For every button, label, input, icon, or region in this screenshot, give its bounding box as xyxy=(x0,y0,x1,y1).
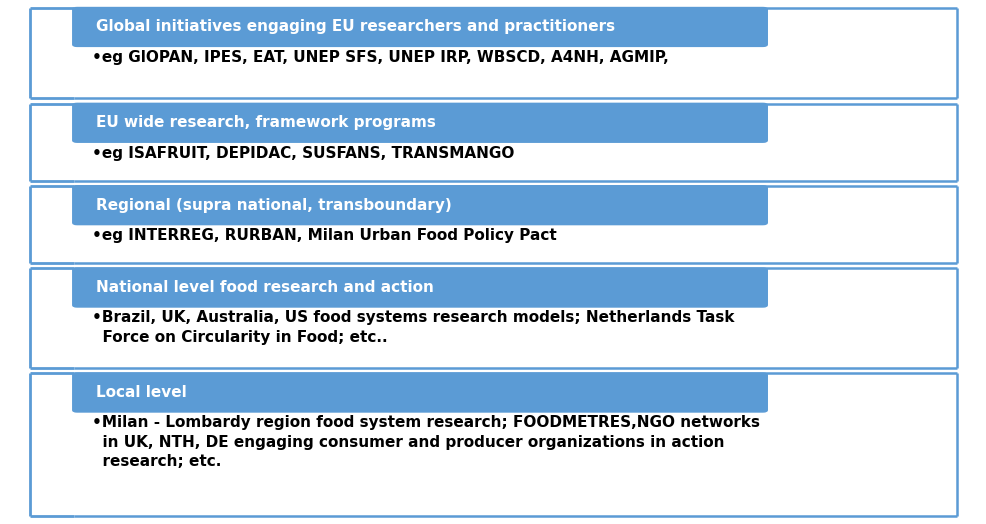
Text: •Milan - Lombardy region food system research; FOODMETRES,NGO networks
  in UK, : •Milan - Lombardy region food system res… xyxy=(92,416,759,468)
FancyBboxPatch shape xyxy=(72,103,767,143)
Text: Regional (supra national, transboundary): Regional (supra national, transboundary) xyxy=(96,198,451,213)
FancyBboxPatch shape xyxy=(72,267,767,308)
Text: •eg ISAFRUIT, DEPIDAC, SUSFANS, TRANSMANGO: •eg ISAFRUIT, DEPIDAC, SUSFANS, TRANSMAN… xyxy=(92,146,514,160)
Text: •Brazil, UK, Australia, US food systems research models; Netherlands Task
  Forc: •Brazil, UK, Australia, US food systems … xyxy=(92,310,734,344)
FancyBboxPatch shape xyxy=(72,185,767,225)
Text: EU wide research, framework programs: EU wide research, framework programs xyxy=(96,115,435,130)
Text: •eg INTERREG, RURBAN, Milan Urban Food Policy Pact: •eg INTERREG, RURBAN, Milan Urban Food P… xyxy=(92,228,556,243)
Text: •eg GlOPAN, IPES, EAT, UNEP SFS, UNEP IRP, WBSCD, A4NH, AGMIP,: •eg GlOPAN, IPES, EAT, UNEP SFS, UNEP IR… xyxy=(92,50,668,64)
Text: National level food research and action: National level food research and action xyxy=(96,280,433,295)
FancyBboxPatch shape xyxy=(72,7,767,47)
FancyBboxPatch shape xyxy=(72,373,767,413)
Text: Global initiatives engaging EU researchers and practitioners: Global initiatives engaging EU researche… xyxy=(96,19,614,35)
Text: Local level: Local level xyxy=(96,385,186,400)
